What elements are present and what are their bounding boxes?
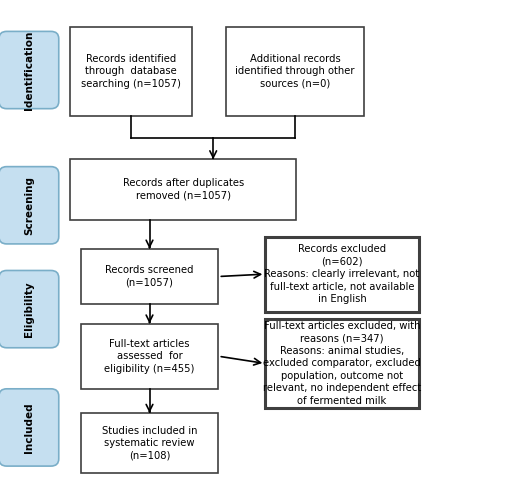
- FancyBboxPatch shape: [81, 413, 218, 473]
- FancyBboxPatch shape: [0, 270, 59, 348]
- Text: Full-text articles excluded, with
reasons (n=347)
Reasons: animal studies,
exclu: Full-text articles excluded, with reason…: [263, 321, 421, 406]
- FancyBboxPatch shape: [70, 159, 296, 220]
- Text: Included: Included: [24, 402, 34, 453]
- FancyBboxPatch shape: [81, 249, 218, 304]
- Text: Records excluded
(n=602)
Reasons: clearly irrelevant, not
full-text article, not: Records excluded (n=602) Reasons: clearl…: [264, 244, 420, 304]
- Text: Identification: Identification: [24, 30, 34, 110]
- Text: Studies included in
systematic review
(n=108): Studies included in systematic review (n…: [102, 426, 197, 461]
- Text: Additional records
identified through other
sources (n=0): Additional records identified through ot…: [236, 54, 355, 89]
- Text: Screening: Screening: [24, 176, 34, 235]
- FancyBboxPatch shape: [0, 389, 59, 466]
- FancyBboxPatch shape: [81, 324, 218, 389]
- FancyBboxPatch shape: [0, 167, 59, 244]
- Text: Full-text articles
assessed  for
eligibility (n=455): Full-text articles assessed for eligibil…: [105, 339, 194, 374]
- Text: Records screened
(n=1057): Records screened (n=1057): [105, 265, 194, 288]
- Text: Records after duplicates
removed (n=1057): Records after duplicates removed (n=1057…: [123, 178, 244, 201]
- FancyBboxPatch shape: [265, 319, 419, 408]
- FancyBboxPatch shape: [70, 27, 192, 116]
- FancyBboxPatch shape: [0, 31, 59, 109]
- FancyBboxPatch shape: [226, 27, 364, 116]
- Text: Eligibility: Eligibility: [24, 281, 34, 337]
- FancyBboxPatch shape: [265, 237, 419, 312]
- Text: Records identified
through  database
searching (n=1057): Records identified through database sear…: [81, 54, 181, 89]
